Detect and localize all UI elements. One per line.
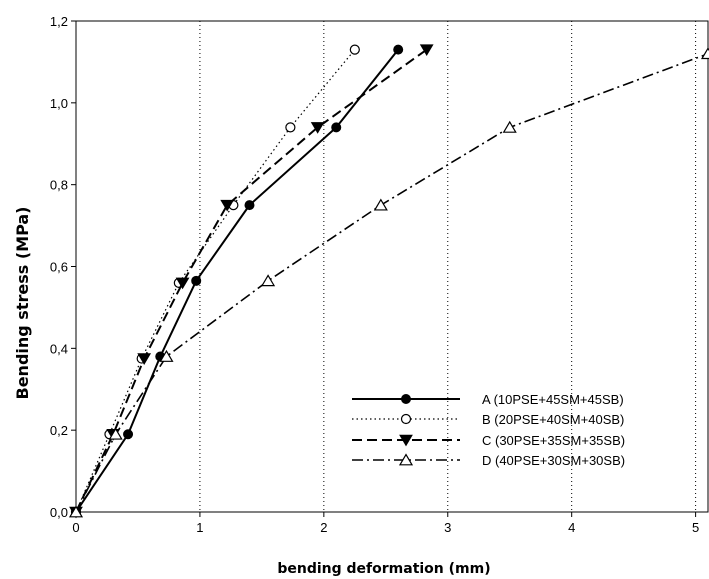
y-tick-label: 0,2 (50, 423, 68, 438)
y-tick-label: 1,2 (50, 14, 68, 29)
data-point (331, 122, 342, 133)
data-point (244, 200, 255, 211)
data-point (68, 505, 84, 518)
series-line (75, 49, 356, 513)
x-tick-label: 5 (692, 520, 699, 535)
y-tick-label: 1,0 (50, 96, 68, 111)
y-tick-label: 0,8 (50, 178, 68, 193)
data-point (175, 277, 190, 290)
y-tick-label: 0,4 (50, 341, 68, 356)
legend-marker (401, 394, 411, 404)
x-tick-label: 1 (196, 520, 203, 535)
legend-item: D (40PSE+30SM+30SB) (352, 453, 625, 468)
data-point (349, 44, 360, 55)
x-tick-label: 0 (72, 520, 79, 535)
x-tick-label: 3 (444, 520, 451, 535)
legend-marker (400, 413, 412, 425)
series-layer (68, 44, 709, 519)
data-point (137, 353, 152, 365)
data-point (419, 44, 434, 57)
data-point (310, 122, 325, 134)
data-point (220, 199, 235, 212)
series-line (75, 49, 399, 513)
y-axis-label: Bending stress (MPa) (13, 207, 32, 400)
data-point (123, 429, 134, 440)
x-tick-label: 2 (320, 520, 327, 535)
legend-item: C (30PSE+35SM+35SB) (352, 433, 625, 448)
data-point (108, 427, 123, 440)
data-point (393, 44, 404, 55)
legend-marker (399, 434, 413, 447)
data-point (159, 349, 174, 362)
legend-marker (398, 453, 414, 466)
legend: A (10PSE+45SM+45SB) B (20PSE+40SM+40SB) C … (352, 392, 625, 468)
legend-label: B (20PSE+40SM+40SB) (482, 412, 624, 427)
data-point (191, 275, 202, 286)
legend-item: B (20PSE+40SM+40SB) (352, 412, 624, 427)
x-tick-label: 4 (568, 520, 575, 535)
x-axis-label: bending deformation (mm) (277, 561, 490, 577)
axis-ticks: 0 1 2 3 4 5 0,0 0,2 0,4 0,6 0,8 1,0 1,2 (50, 14, 699, 535)
series-b (70, 44, 360, 518)
data-point (373, 198, 388, 211)
series-d (68, 47, 709, 518)
series-c (69, 44, 434, 519)
series-a (71, 44, 404, 517)
data-point (502, 120, 517, 133)
data-point (285, 122, 296, 133)
series-line (75, 48, 428, 513)
y-tick-label: 0,0 (50, 505, 68, 520)
legend-item: A (10PSE+45SM+45SB) (352, 392, 624, 407)
data-point (700, 47, 709, 60)
legend-label: A (10PSE+45SM+45SB) (482, 392, 624, 407)
legend-label: D (40PSE+30SM+30SB) (482, 453, 625, 468)
y-tick-label: 0,6 (50, 260, 68, 275)
data-point (261, 274, 276, 287)
legend-label: C (30PSE+35SM+35SB) (482, 433, 625, 448)
